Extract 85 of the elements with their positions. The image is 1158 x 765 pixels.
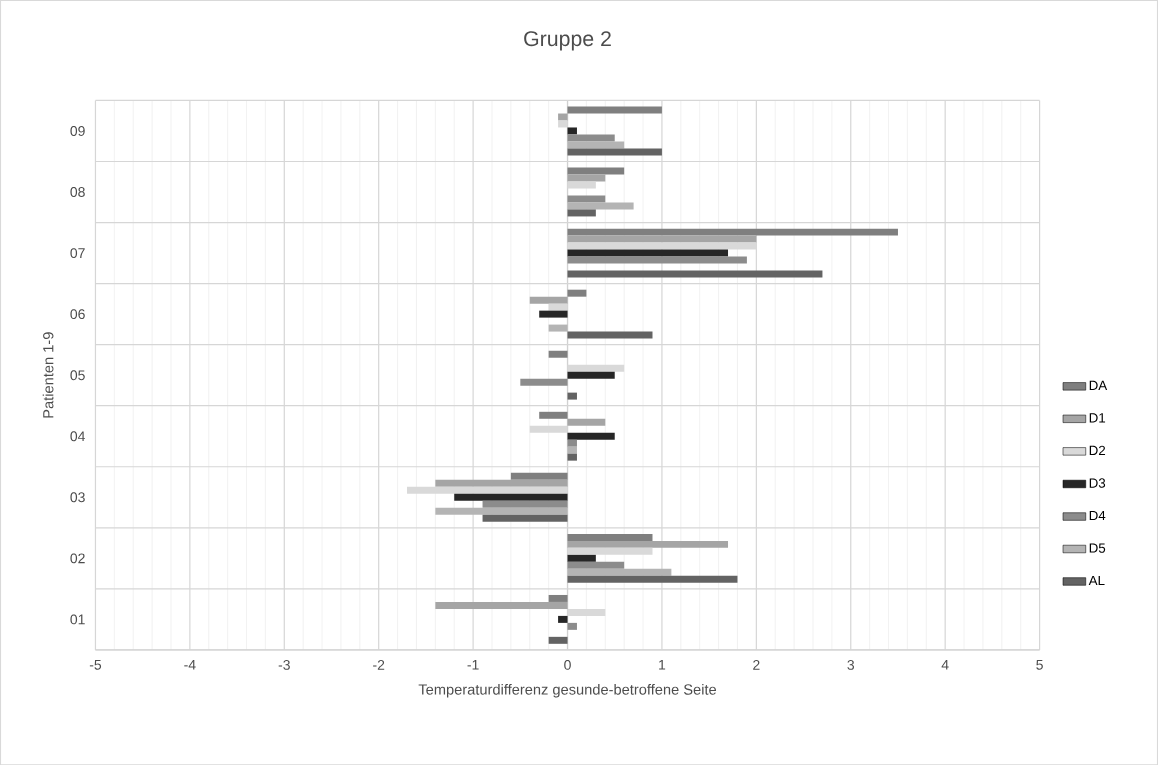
bar xyxy=(567,331,653,339)
bar xyxy=(567,141,625,149)
bar xyxy=(567,289,587,297)
bar xyxy=(567,371,615,379)
bar xyxy=(482,500,568,508)
y-tick-label: 06 xyxy=(70,309,85,319)
bar xyxy=(567,453,577,461)
bar xyxy=(548,303,568,311)
bar xyxy=(454,493,568,501)
bar xyxy=(567,174,606,182)
bar xyxy=(567,249,729,257)
bar xyxy=(567,392,577,400)
bar xyxy=(407,486,568,494)
bar xyxy=(510,472,568,480)
x-tick-label: -2 xyxy=(373,659,385,670)
bar xyxy=(567,568,672,576)
y-tick-label: 03 xyxy=(70,492,85,503)
bar xyxy=(567,446,577,454)
bar xyxy=(567,533,653,541)
chart-title: Gruppe 2 xyxy=(524,30,611,51)
bar xyxy=(567,622,577,630)
bar xyxy=(558,113,568,121)
bar xyxy=(567,148,662,156)
legend-label: D1 xyxy=(1089,413,1106,423)
bar xyxy=(567,439,577,447)
legend-label: D2 xyxy=(1089,445,1106,455)
legend-label: D4 xyxy=(1089,510,1106,520)
bar xyxy=(548,636,568,644)
bar xyxy=(435,601,568,609)
x-axis-title: Temperaturdifferenz gesunde-betroffene Seite xyxy=(418,683,717,698)
bar xyxy=(567,127,577,135)
x-tick-label: -5 xyxy=(89,659,102,670)
y-tick-label: 09 xyxy=(70,125,85,136)
bar xyxy=(548,594,568,602)
bar xyxy=(539,310,568,318)
bar xyxy=(567,242,757,250)
bar xyxy=(567,547,653,555)
x-tick-label: 3 xyxy=(847,659,855,670)
x-tick-label: 1 xyxy=(659,659,666,670)
y-tick-label: 04 xyxy=(70,431,85,442)
y-tick-label: 02 xyxy=(70,553,85,564)
bar xyxy=(482,514,568,522)
bar xyxy=(567,575,738,583)
bar xyxy=(435,479,568,487)
y-axis-title: Patienten 1-9 xyxy=(42,332,54,418)
bar xyxy=(539,411,568,419)
x-tick-label: -4 xyxy=(184,659,196,670)
bar xyxy=(567,364,625,372)
bar xyxy=(567,167,625,175)
legend-label: D5 xyxy=(1089,543,1106,553)
x-tick-label: 2 xyxy=(753,659,760,670)
bar xyxy=(567,134,615,142)
bar xyxy=(567,235,757,243)
bar xyxy=(567,202,634,210)
legend-label: AL xyxy=(1088,575,1105,585)
bar xyxy=(567,540,729,548)
bar xyxy=(567,228,898,236)
bar xyxy=(435,507,568,515)
y-tick-label: 01 xyxy=(70,614,85,625)
bar xyxy=(548,350,568,358)
bar xyxy=(567,561,625,569)
y-tick-label: 05 xyxy=(70,370,85,380)
bar xyxy=(558,615,568,623)
x-tick-label: -3 xyxy=(278,659,290,670)
bar xyxy=(567,209,596,217)
x-tick-label: 4 xyxy=(941,659,949,670)
bar xyxy=(529,425,568,433)
bar xyxy=(567,181,596,189)
legend-label: D3 xyxy=(1089,478,1106,488)
x-tick-label: 5 xyxy=(1036,659,1043,670)
y-tick-label: 08 xyxy=(70,186,85,197)
bar xyxy=(567,608,606,616)
bar xyxy=(529,296,568,304)
bar xyxy=(558,120,568,128)
bar xyxy=(567,256,747,264)
x-tick-label: 0 xyxy=(564,659,571,670)
x-tick-label: -1 xyxy=(467,659,479,670)
legend-label: DA xyxy=(1089,380,1108,390)
bar xyxy=(548,324,568,332)
bar xyxy=(520,378,568,386)
bar xyxy=(567,106,662,114)
y-tick-label: 07 xyxy=(70,247,85,258)
bar xyxy=(567,418,606,426)
bar xyxy=(567,554,596,562)
bar xyxy=(567,432,615,440)
